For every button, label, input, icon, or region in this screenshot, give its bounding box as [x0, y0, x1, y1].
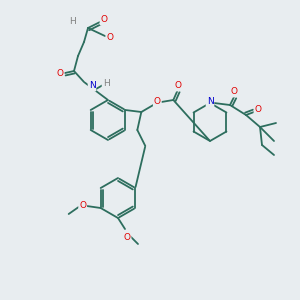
Text: N: N: [88, 82, 95, 91]
Text: O: O: [56, 68, 64, 77]
Text: O: O: [154, 98, 161, 106]
Text: O: O: [254, 106, 262, 115]
Text: O: O: [106, 32, 113, 41]
Text: N: N: [207, 98, 213, 106]
Text: H: H: [69, 17, 75, 26]
Text: O: O: [124, 232, 130, 242]
Text: H: H: [103, 80, 110, 88]
Text: O: O: [79, 202, 86, 211]
Text: O: O: [175, 82, 182, 91]
Text: O: O: [230, 88, 238, 97]
Text: O: O: [100, 16, 107, 25]
